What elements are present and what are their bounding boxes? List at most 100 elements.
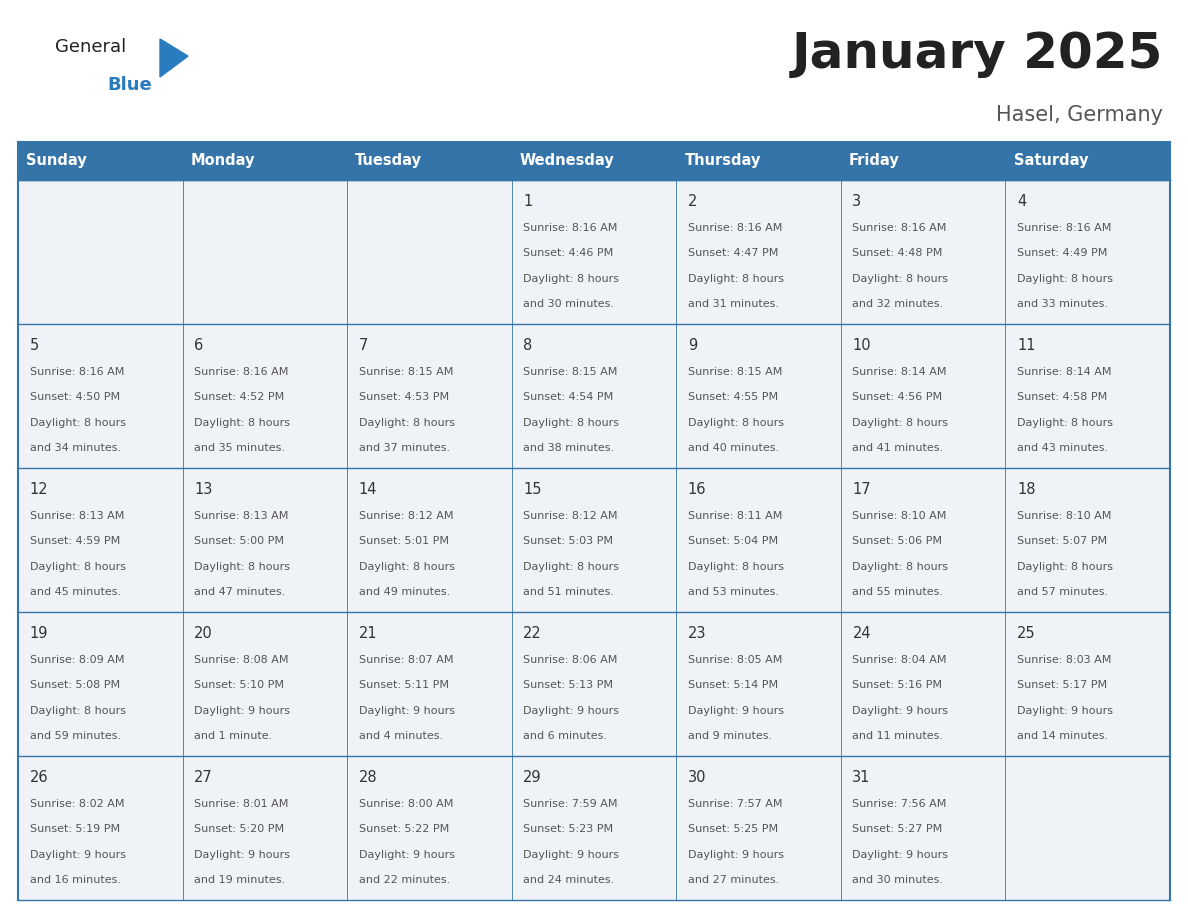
Text: Sunrise: 8:15 AM: Sunrise: 8:15 AM xyxy=(359,367,453,377)
Text: Daylight: 8 hours: Daylight: 8 hours xyxy=(194,562,290,572)
Text: 30: 30 xyxy=(688,770,707,786)
Text: 25: 25 xyxy=(1017,626,1036,642)
Text: 26: 26 xyxy=(30,770,49,786)
Text: Sunset: 5:20 PM: Sunset: 5:20 PM xyxy=(194,824,284,834)
Text: Daylight: 8 hours: Daylight: 8 hours xyxy=(359,562,455,572)
Text: Sunset: 5:22 PM: Sunset: 5:22 PM xyxy=(359,824,449,834)
Text: Sunset: 5:13 PM: Sunset: 5:13 PM xyxy=(523,680,613,690)
Text: 28: 28 xyxy=(359,770,378,786)
Text: 4: 4 xyxy=(1017,195,1026,209)
Text: Sunrise: 8:12 AM: Sunrise: 8:12 AM xyxy=(523,511,618,521)
Text: 3: 3 xyxy=(852,195,861,209)
Text: and 55 minutes.: and 55 minutes. xyxy=(852,587,943,597)
Text: Sunrise: 8:14 AM: Sunrise: 8:14 AM xyxy=(1017,367,1112,377)
Text: Friday: Friday xyxy=(849,153,899,169)
Text: and 38 minutes.: and 38 minutes. xyxy=(523,442,614,453)
Text: Sunrise: 8:13 AM: Sunrise: 8:13 AM xyxy=(194,511,289,521)
Bar xyxy=(18,142,183,180)
Text: Sunrise: 8:16 AM: Sunrise: 8:16 AM xyxy=(852,223,947,233)
Text: 29: 29 xyxy=(523,770,542,786)
Bar xyxy=(347,142,512,180)
Text: Sunset: 4:47 PM: Sunset: 4:47 PM xyxy=(688,249,778,258)
Text: 24: 24 xyxy=(852,626,871,642)
Text: 6: 6 xyxy=(194,339,203,353)
Text: 11: 11 xyxy=(1017,339,1036,353)
Text: Blue: Blue xyxy=(107,76,152,94)
Text: January 2025: January 2025 xyxy=(791,30,1163,78)
Text: Daylight: 8 hours: Daylight: 8 hours xyxy=(852,274,948,284)
Text: Sunset: 4:54 PM: Sunset: 4:54 PM xyxy=(523,392,613,402)
Text: Sunset: 5:23 PM: Sunset: 5:23 PM xyxy=(523,824,613,834)
Text: Sunrise: 8:13 AM: Sunrise: 8:13 AM xyxy=(30,511,124,521)
Text: Sunrise: 8:10 AM: Sunrise: 8:10 AM xyxy=(852,511,947,521)
Text: Daylight: 8 hours: Daylight: 8 hours xyxy=(1017,562,1113,572)
Text: and 32 minutes.: and 32 minutes. xyxy=(852,298,943,308)
Text: Daylight: 9 hours: Daylight: 9 hours xyxy=(523,706,619,716)
Text: and 24 minutes.: and 24 minutes. xyxy=(523,875,614,885)
Text: Sunset: 4:52 PM: Sunset: 4:52 PM xyxy=(194,392,284,402)
Text: Hasel, Germany: Hasel, Germany xyxy=(996,105,1163,125)
Text: Sunset: 4:46 PM: Sunset: 4:46 PM xyxy=(523,249,613,258)
Bar xyxy=(18,468,1170,612)
Text: Sunrise: 8:12 AM: Sunrise: 8:12 AM xyxy=(359,511,453,521)
Text: Sunrise: 8:07 AM: Sunrise: 8:07 AM xyxy=(359,655,453,666)
Text: and 37 minutes.: and 37 minutes. xyxy=(359,442,450,453)
Text: 22: 22 xyxy=(523,626,542,642)
Text: and 30 minutes.: and 30 minutes. xyxy=(852,875,943,885)
Text: Sunrise: 8:15 AM: Sunrise: 8:15 AM xyxy=(523,367,618,377)
Text: Daylight: 8 hours: Daylight: 8 hours xyxy=(852,418,948,428)
Text: Saturday: Saturday xyxy=(1013,153,1088,169)
Bar xyxy=(18,612,1170,756)
Text: Daylight: 8 hours: Daylight: 8 hours xyxy=(688,418,784,428)
Text: Sunrise: 8:10 AM: Sunrise: 8:10 AM xyxy=(1017,511,1111,521)
Text: Thursday: Thursday xyxy=(684,153,760,169)
Text: Sunrise: 8:16 AM: Sunrise: 8:16 AM xyxy=(688,223,782,233)
Text: Sunrise: 8:14 AM: Sunrise: 8:14 AM xyxy=(852,367,947,377)
Text: and 14 minutes.: and 14 minutes. xyxy=(1017,731,1108,741)
Text: Sunset: 5:25 PM: Sunset: 5:25 PM xyxy=(688,824,778,834)
Text: and 45 minutes.: and 45 minutes. xyxy=(30,587,121,597)
Text: Sunrise: 8:16 AM: Sunrise: 8:16 AM xyxy=(30,367,124,377)
Text: Sunrise: 8:16 AM: Sunrise: 8:16 AM xyxy=(1017,223,1111,233)
Text: Daylight: 9 hours: Daylight: 9 hours xyxy=(194,706,290,716)
Text: and 1 minute.: and 1 minute. xyxy=(194,731,272,741)
Text: Daylight: 9 hours: Daylight: 9 hours xyxy=(194,849,290,859)
Text: 14: 14 xyxy=(359,482,377,498)
Text: Sunrise: 8:09 AM: Sunrise: 8:09 AM xyxy=(30,655,124,666)
Text: Wednesday: Wednesday xyxy=(520,153,614,169)
Text: and 35 minutes.: and 35 minutes. xyxy=(194,442,285,453)
Text: 10: 10 xyxy=(852,339,871,353)
Text: Sunrise: 8:16 AM: Sunrise: 8:16 AM xyxy=(194,367,289,377)
Text: Sunday: Sunday xyxy=(26,153,87,169)
Text: and 47 minutes.: and 47 minutes. xyxy=(194,587,285,597)
Text: and 9 minutes.: and 9 minutes. xyxy=(688,731,772,741)
Text: and 53 minutes.: and 53 minutes. xyxy=(688,587,779,597)
Text: 5: 5 xyxy=(30,339,39,353)
Text: Daylight: 9 hours: Daylight: 9 hours xyxy=(523,849,619,859)
Text: Sunrise: 7:56 AM: Sunrise: 7:56 AM xyxy=(852,800,947,809)
Text: Sunset: 5:07 PM: Sunset: 5:07 PM xyxy=(1017,536,1107,546)
Text: Sunset: 5:16 PM: Sunset: 5:16 PM xyxy=(852,680,942,690)
Polygon shape xyxy=(160,39,188,77)
Text: and 22 minutes.: and 22 minutes. xyxy=(359,875,450,885)
Text: and 57 minutes.: and 57 minutes. xyxy=(1017,587,1108,597)
Text: Sunset: 4:56 PM: Sunset: 4:56 PM xyxy=(852,392,942,402)
Text: 9: 9 xyxy=(688,339,697,353)
Text: and 40 minutes.: and 40 minutes. xyxy=(688,442,779,453)
Text: Sunrise: 8:00 AM: Sunrise: 8:00 AM xyxy=(359,800,453,809)
Text: Sunrise: 8:06 AM: Sunrise: 8:06 AM xyxy=(523,655,618,666)
Text: Sunset: 5:27 PM: Sunset: 5:27 PM xyxy=(852,824,942,834)
Text: Sunset: 4:59 PM: Sunset: 4:59 PM xyxy=(30,536,120,546)
Bar xyxy=(512,142,676,180)
Text: Sunset: 4:58 PM: Sunset: 4:58 PM xyxy=(1017,392,1107,402)
Text: Sunset: 4:50 PM: Sunset: 4:50 PM xyxy=(30,392,120,402)
Text: and 34 minutes.: and 34 minutes. xyxy=(30,442,121,453)
Text: 27: 27 xyxy=(194,770,213,786)
Text: Daylight: 9 hours: Daylight: 9 hours xyxy=(359,706,455,716)
Bar xyxy=(18,180,1170,324)
Text: and 49 minutes.: and 49 minutes. xyxy=(359,587,450,597)
Text: 18: 18 xyxy=(1017,482,1036,498)
Text: Sunset: 5:03 PM: Sunset: 5:03 PM xyxy=(523,536,613,546)
Text: Daylight: 9 hours: Daylight: 9 hours xyxy=(688,849,784,859)
Bar xyxy=(183,142,347,180)
